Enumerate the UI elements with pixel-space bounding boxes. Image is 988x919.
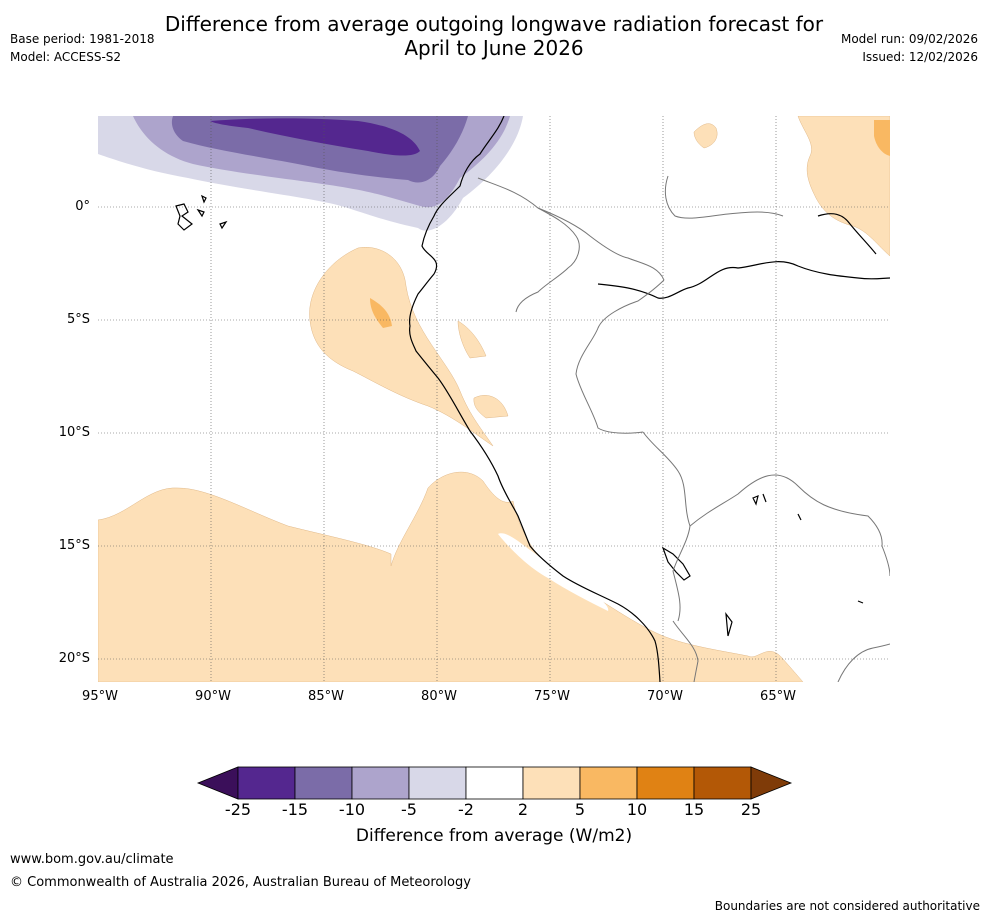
contour-pos-2-northeast <box>797 116 890 257</box>
country-borders <box>477 175 890 682</box>
border-chile-bolivia <box>672 620 699 682</box>
gridlines <box>98 116 890 682</box>
base-period: Base period: 1981-2018 <box>10 32 155 46</box>
longitude-label-70w: 70°W <box>647 689 683 704</box>
longitude-label-90w: 90°W <box>195 689 231 704</box>
contour-pos-5-northeast <box>874 120 890 156</box>
colorbar-bin-5-10 <box>579 766 638 800</box>
amazon-tributary-north <box>817 213 877 255</box>
map-title: Difference from average outgoing longwav… <box>0 12 988 60</box>
positive-anomaly-region <box>98 116 890 682</box>
latitude-label-0: 0° <box>75 199 90 214</box>
longitude-label-95w: 95°W <box>82 689 118 704</box>
border-bolivia-brazil <box>689 474 890 577</box>
colorbar-bin-neg15-neg10 <box>294 766 353 800</box>
coastline <box>175 116 890 682</box>
colorbar-tick-15: 15 <box>683 800 705 819</box>
latitude-label-10s: 10°S <box>58 425 90 440</box>
colorbar-arrow-high <box>750 766 793 800</box>
colorbar-bin-15-25 <box>693 766 752 800</box>
contour-pos-2-small-patch <box>473 395 509 419</box>
colorbar-tick-5: 5 <box>574 800 586 819</box>
colorbar-bin-neg25-neg15 <box>237 766 296 800</box>
longitude-label-75w: 75°W <box>534 689 570 704</box>
colorbar-tick-10: 10 <box>626 800 648 819</box>
lake-titicaca <box>661 546 691 581</box>
latitude-label-15s: 15°S <box>58 538 90 553</box>
border-bolivia-paraguay <box>837 643 890 682</box>
copyright-text: © Commonwealth of Australia 2026, Austra… <box>10 875 471 890</box>
latitude-label-5s: 5°S <box>66 312 90 327</box>
colorbar-bin-neg5-neg2 <box>408 766 467 800</box>
colorbar-title: Difference from average (W/m2) <box>355 826 633 846</box>
website-link[interactable]: www.bom.gov.au/climate <box>10 852 174 867</box>
amazon-river <box>597 261 890 299</box>
border-peru-colombia <box>537 207 665 281</box>
colorbar <box>196 766 793 800</box>
contour-pos-2-south <box>98 471 804 682</box>
longitude-label-80w: 80°W <box>421 689 457 704</box>
latitude-label-20s: 20°S <box>58 651 90 666</box>
galapagos-islands <box>175 194 228 231</box>
colorbar-bin-2-5 <box>522 766 581 800</box>
contour-pos-2-inland-cut <box>498 533 609 611</box>
contour-neg-15 <box>210 118 420 156</box>
colorbar-tick-25: 25 <box>740 800 762 819</box>
longitude-label-85w: 85°W <box>308 689 344 704</box>
map-title-line2: April to June 2026 <box>404 36 584 60</box>
small-lakes <box>725 493 864 637</box>
colorbar-arrow-low <box>196 766 239 800</box>
model-name: Model: ACCESS-S2 <box>10 50 122 64</box>
colorbar-bin-10-15 <box>636 766 695 800</box>
border-colombia-venezuela <box>664 175 784 219</box>
forecast-map <box>98 116 890 682</box>
colorbar-tick-neg25: -25 <box>224 800 252 819</box>
meta-right: Model run: 09/02/2026 Issued: 12/02/2026 <box>841 30 978 66</box>
issued-date: Issued: 12/02/2026 <box>862 50 978 64</box>
colorbar-tick-neg5: -5 <box>401 800 417 819</box>
longitude-label-65w: 65°W <box>760 689 796 704</box>
border-ecuador-peru <box>477 177 580 313</box>
colorbar-bin-neg10-neg5 <box>351 766 410 800</box>
colorbar-tick-neg2: -2 <box>458 800 474 819</box>
map-title-line1: Difference from average outgoing longwav… <box>164 12 824 36</box>
contour-pos-2-north-small <box>693 123 718 149</box>
colorbar-tick-neg15: -15 <box>281 800 309 819</box>
boundary-disclaimer: Boundaries are not considered authoritat… <box>714 899 980 913</box>
contour-pos-2-coastal-patch <box>457 320 487 359</box>
model-run-date: Model run: 09/02/2026 <box>840 32 978 46</box>
contour-pos-2-ocean-lobe <box>309 247 494 447</box>
meta-left: Base period: 1981-2018 Model: ACCESS-S2 <box>10 30 155 66</box>
colorbar-bin-neg2-2 <box>465 766 524 800</box>
border-peru-brazil <box>575 279 665 434</box>
south-america-west-coast <box>408 116 661 682</box>
contour-pos-5-ocean-core <box>370 298 392 328</box>
colorbar-tick-2: 2 <box>517 800 529 819</box>
colorbar-tick-neg10: -10 <box>338 800 366 819</box>
negative-anomaly-region <box>98 116 523 231</box>
